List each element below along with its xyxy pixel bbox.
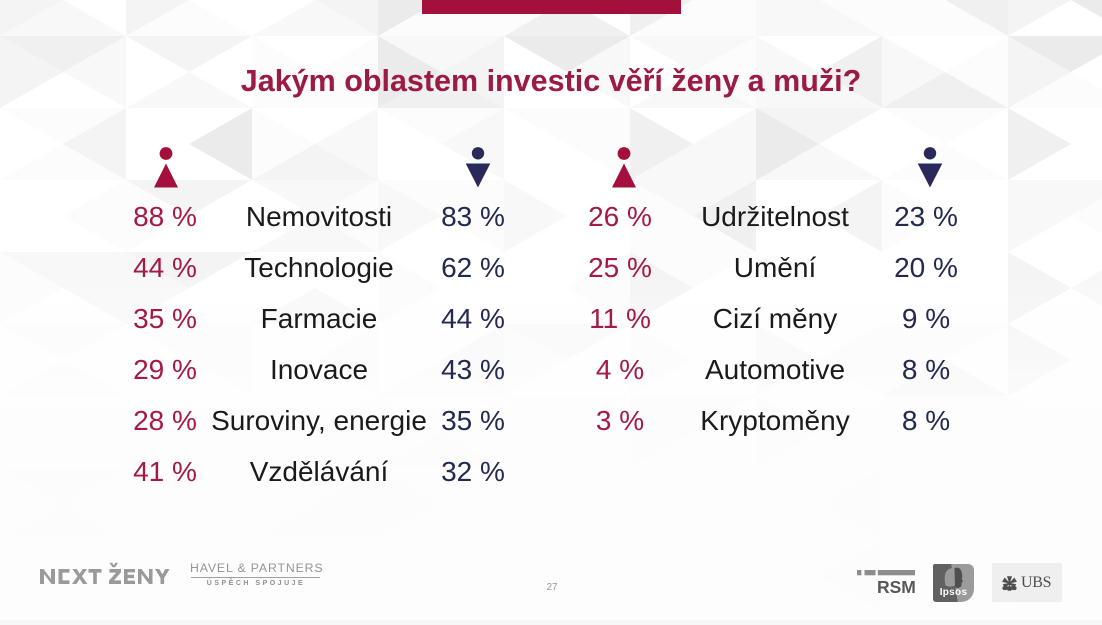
svg-text:RSM: RSM	[877, 577, 916, 595]
